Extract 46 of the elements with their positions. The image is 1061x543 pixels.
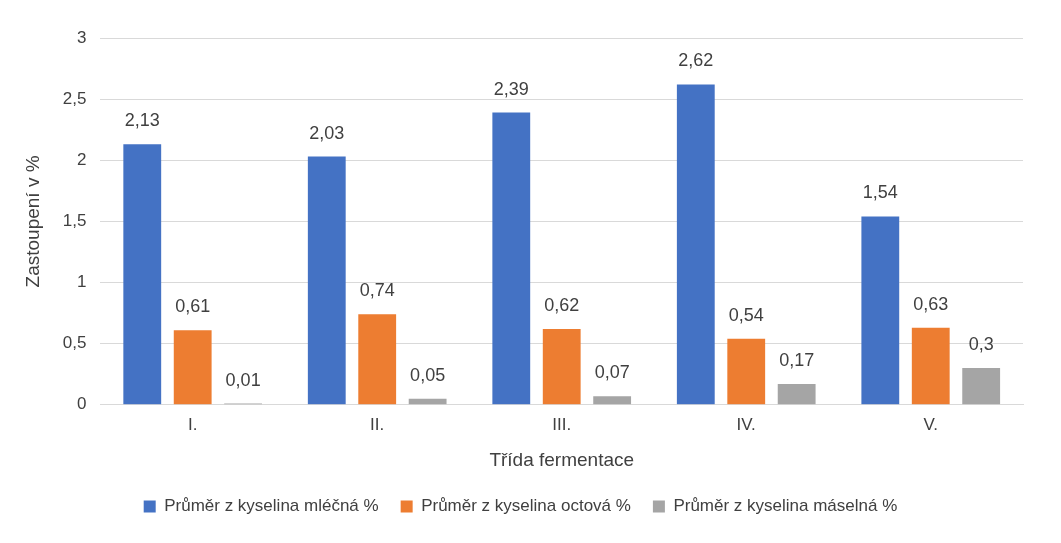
bar xyxy=(123,144,162,405)
bar xyxy=(777,384,816,405)
y-axis-title: Zastoupení v % xyxy=(21,155,43,288)
y-tick-label: 0,5 xyxy=(62,333,87,353)
bar xyxy=(173,330,212,405)
legend-label: Průměr z kyselina mléčná % xyxy=(164,496,379,516)
x-tick-label: III. xyxy=(552,414,572,434)
bar xyxy=(358,314,397,405)
data-label: 2,62 xyxy=(678,50,714,71)
x-tick-label: I. xyxy=(187,414,198,434)
data-label: 0,05 xyxy=(410,364,446,385)
data-label: 0,17 xyxy=(779,349,815,370)
x-axis-title: Třída fermentace xyxy=(489,448,635,470)
bar xyxy=(727,338,766,405)
y-tick-label: 1,5 xyxy=(62,211,87,231)
data-label: 0,54 xyxy=(728,304,764,325)
data-label: 0,07 xyxy=(594,362,630,383)
y-tick-label: 2,5 xyxy=(62,88,87,108)
bar xyxy=(861,216,900,405)
y-tick-label: 1 xyxy=(76,272,87,292)
data-label: 0,61 xyxy=(175,296,211,317)
legend-label: Průměr z kyselina octová % xyxy=(421,496,631,516)
bar xyxy=(593,396,632,405)
data-label: 2,03 xyxy=(309,122,345,143)
data-label: 0,01 xyxy=(225,369,261,390)
data-label: 0,63 xyxy=(913,293,949,314)
data-label: 0,62 xyxy=(544,294,580,315)
x-tick-label: IV. xyxy=(736,414,756,434)
x-tick-label: V. xyxy=(923,414,938,434)
bar xyxy=(408,398,447,405)
bar xyxy=(962,368,1001,405)
data-label: 0,3 xyxy=(968,334,994,355)
bar xyxy=(492,112,531,405)
y-tick-label: 0 xyxy=(76,394,87,414)
data-label: 2,39 xyxy=(493,78,529,99)
bar xyxy=(911,327,950,405)
data-label: 0,74 xyxy=(359,280,395,301)
data-label: 2,13 xyxy=(124,110,160,131)
bar xyxy=(307,156,346,405)
x-tick-label: II. xyxy=(370,414,385,434)
y-tick-label: 2 xyxy=(76,149,87,169)
bar xyxy=(542,329,581,405)
data-label: 1,54 xyxy=(862,182,898,203)
legend-label: Průměr z kyselina máselná % xyxy=(673,496,898,516)
y-tick-label: 3 xyxy=(76,27,87,47)
bar xyxy=(676,84,715,405)
